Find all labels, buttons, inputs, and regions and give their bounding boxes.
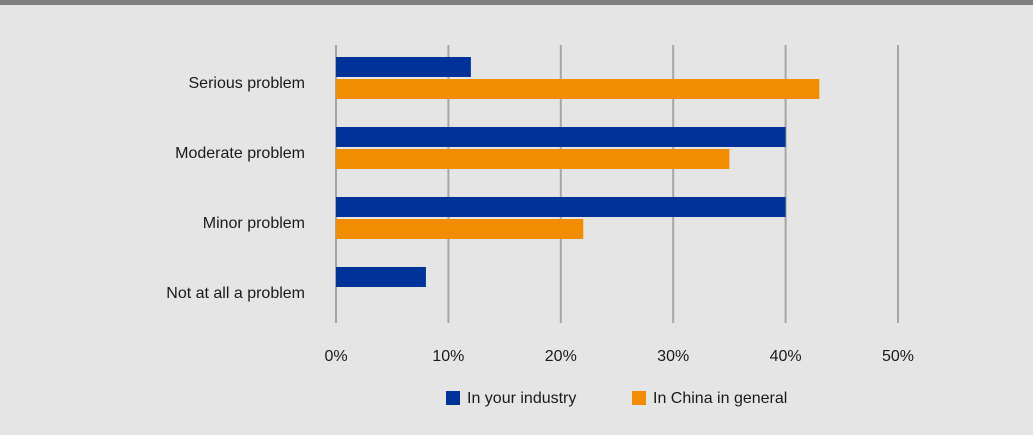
category-label: Minor problem — [203, 215, 305, 232]
x-tick-label: 0% — [324, 348, 347, 365]
legend-swatch — [632, 391, 646, 405]
x-tick-label: 30% — [657, 348, 689, 365]
bars — [336, 57, 820, 287]
category-label: Not at all a problem — [166, 285, 305, 302]
legend-swatch — [446, 391, 460, 405]
category-label: Serious problem — [189, 75, 306, 92]
category-labels: Serious problem Moderate problem Minor pro… — [166, 75, 305, 302]
x-tick-label: 10% — [432, 348, 464, 365]
bar-serious-problem-series-1 — [336, 57, 471, 77]
bar-moderate-problem-series-1 — [336, 127, 786, 147]
x-tick-label: 50% — [882, 348, 914, 365]
x-axis-ticks: 0% 10% 20% 30% 40% 50% — [324, 348, 914, 365]
legend-item-1: In your industry — [446, 390, 576, 407]
legend-item-2: In China in general — [632, 390, 787, 407]
bar-minor-problem-series-2 — [336, 219, 584, 239]
category-label: Moderate problem — [175, 145, 305, 162]
bar-minor-problem-series-1 — [336, 197, 786, 217]
bar-chart: Serious problem Moderate problem Minor pro… — [166, 45, 914, 407]
bar-serious-problem-series-2 — [336, 79, 820, 99]
legend-label: In China in general — [653, 390, 787, 407]
x-tick-label: 40% — [770, 348, 802, 365]
legend: In your industry In China in general — [446, 390, 787, 407]
bar-not-at-all-a-problem-series-1 — [336, 267, 426, 287]
bar-moderate-problem-series-2 — [336, 149, 730, 169]
x-tick-label: 20% — [545, 348, 577, 365]
legend-label: In your industry — [467, 390, 576, 407]
